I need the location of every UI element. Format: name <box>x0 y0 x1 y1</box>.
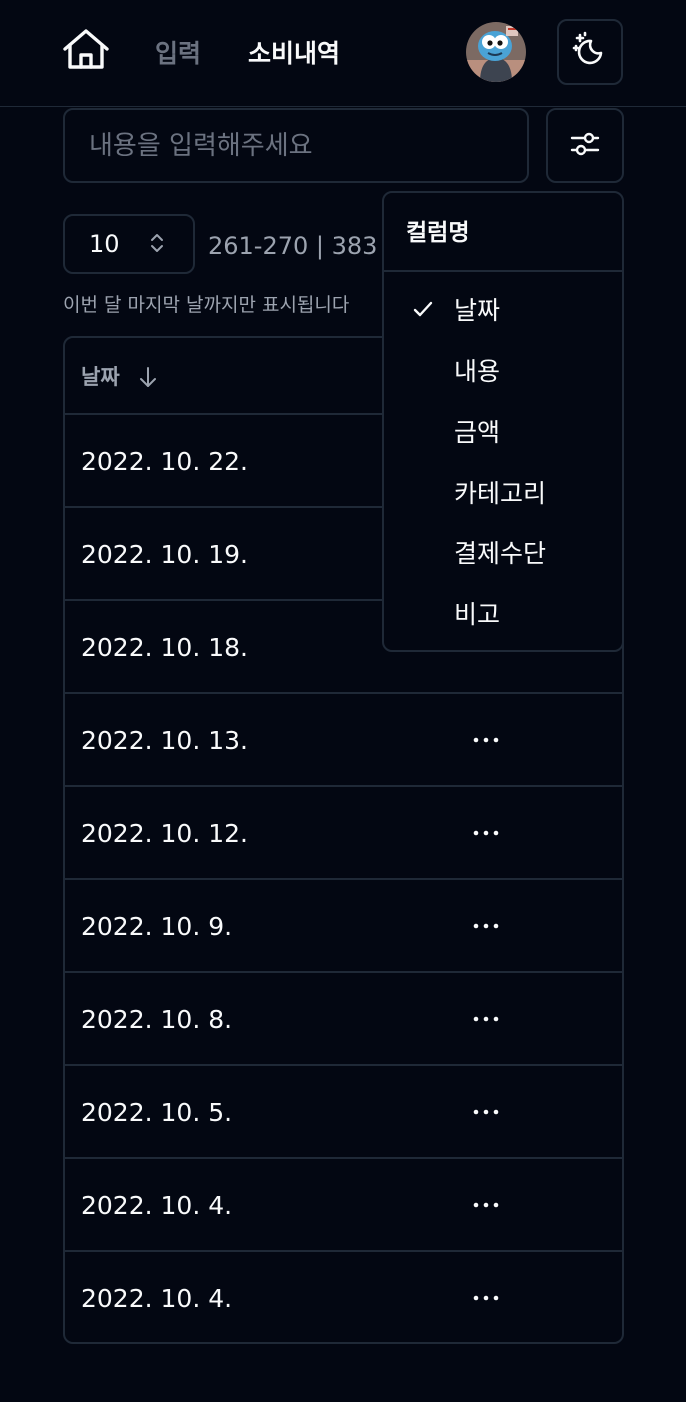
sparkle-moon-icon <box>571 31 609 73</box>
home-button[interactable] <box>60 28 112 74</box>
user-avatar[interactable] <box>466 22 526 82</box>
column-option-content[interactable]: 내용 <box>384 346 622 398</box>
row-date: 2022. 10. 18. <box>81 633 248 662</box>
search-input[interactable] <box>63 108 529 183</box>
check-icon <box>412 299 434 323</box>
ellipsis-icon <box>473 1202 499 1208</box>
row-date: 2022. 10. 13. <box>81 726 248 755</box>
column-option-label: 비고 <box>454 600 501 629</box>
row-more-button[interactable] <box>471 1191 501 1219</box>
top-navigation-bar: 입력 소비내역 <box>0 0 686 107</box>
chevron-up-down-icon <box>149 232 165 258</box>
history-table: 날짜 2022. 10. 22. 2022. 10. 19. 2022. 10.… <box>63 336 624 1344</box>
page-size-value: 10 <box>89 230 120 258</box>
row-date: 2022. 10. 19. <box>81 540 248 569</box>
row-date: 2022. 10. 12. <box>81 819 248 848</box>
column-filter-button[interactable] <box>546 108 624 183</box>
row-more-button[interactable] <box>471 1098 501 1126</box>
menu-divider <box>384 270 622 272</box>
date-column-header[interactable]: 날짜 <box>81 360 158 394</box>
column-option-label: 날짜 <box>454 296 501 325</box>
table-row[interactable]: 2022. 10. 4. <box>65 1252 622 1342</box>
row-more-button[interactable] <box>471 1284 501 1312</box>
row-more-button[interactable] <box>471 726 501 754</box>
column-option-date[interactable]: 날짜 <box>384 285 622 337</box>
row-more-button[interactable] <box>471 819 501 847</box>
home-icon <box>62 28 110 74</box>
column-visibility-menu: 컬럼명 날짜 내용 금액 카테고리 결제수단 비고 <box>382 191 624 652</box>
table-row[interactable]: 2022. 10. 4. <box>65 1159 622 1252</box>
column-option-label: 금액 <box>454 418 501 447</box>
row-date: 2022. 10. 4. <box>81 1284 233 1313</box>
table-row[interactable]: 2022. 10. 22. <box>65 415 622 508</box>
date-hint-text: 이번 달 마지막 날까지만 표시됩니다 <box>63 294 350 316</box>
column-option-payment[interactable]: 결제수단 <box>384 528 622 580</box>
ellipsis-icon <box>473 737 499 743</box>
column-option-label: 내용 <box>454 357 501 386</box>
ellipsis-icon <box>473 1295 499 1301</box>
table-row[interactable]: 2022. 10. 13. <box>65 694 622 787</box>
column-option-category[interactable]: 카테고리 <box>384 468 622 520</box>
table-header: 날짜 <box>65 338 622 415</box>
page-size-select[interactable]: 10 <box>63 214 195 274</box>
ellipsis-icon <box>473 1016 499 1022</box>
column-option-label: 결제수단 <box>454 539 547 568</box>
table-row[interactable]: 2022. 10. 5. <box>65 1066 622 1159</box>
ellipsis-icon <box>473 830 499 836</box>
ellipsis-icon <box>473 923 499 929</box>
table-row[interactable]: 2022. 10. 8. <box>65 973 622 1066</box>
column-option-amount[interactable]: 금액 <box>384 407 622 459</box>
date-header-label: 날짜 <box>81 365 120 389</box>
row-more-button[interactable] <box>471 1005 501 1033</box>
row-date: 2022. 10. 8. <box>81 1005 233 1034</box>
row-more-button[interactable] <box>471 912 501 940</box>
row-date: 2022. 10. 9. <box>81 912 233 941</box>
row-date: 2022. 10. 5. <box>81 1098 233 1127</box>
table-row[interactable]: 2022. 10. 12. <box>65 787 622 880</box>
ellipsis-icon <box>473 1109 499 1115</box>
table-row[interactable]: 2022. 10. 9. <box>65 880 622 973</box>
page-range-text: 261-270 | 383 <box>208 232 378 260</box>
nav-input-link[interactable]: 입력 <box>155 39 202 68</box>
arrow-down-icon <box>138 365 158 389</box>
table-row[interactable]: 2022. 10. 18. <box>65 601 622 694</box>
table-row[interactable]: 2022. 10. 19. <box>65 508 622 601</box>
sliders-icon <box>570 131 600 161</box>
nav-history-link[interactable]: 소비내역 <box>248 39 341 68</box>
column-option-label: 카테고리 <box>454 479 547 508</box>
theme-toggle-button[interactable] <box>557 19 623 85</box>
row-date: 2022. 10. 4. <box>81 1191 233 1220</box>
row-date: 2022. 10. 22. <box>81 447 248 476</box>
column-menu-title: 컬럼명 <box>406 220 470 246</box>
column-option-note[interactable]: 비고 <box>384 589 622 641</box>
